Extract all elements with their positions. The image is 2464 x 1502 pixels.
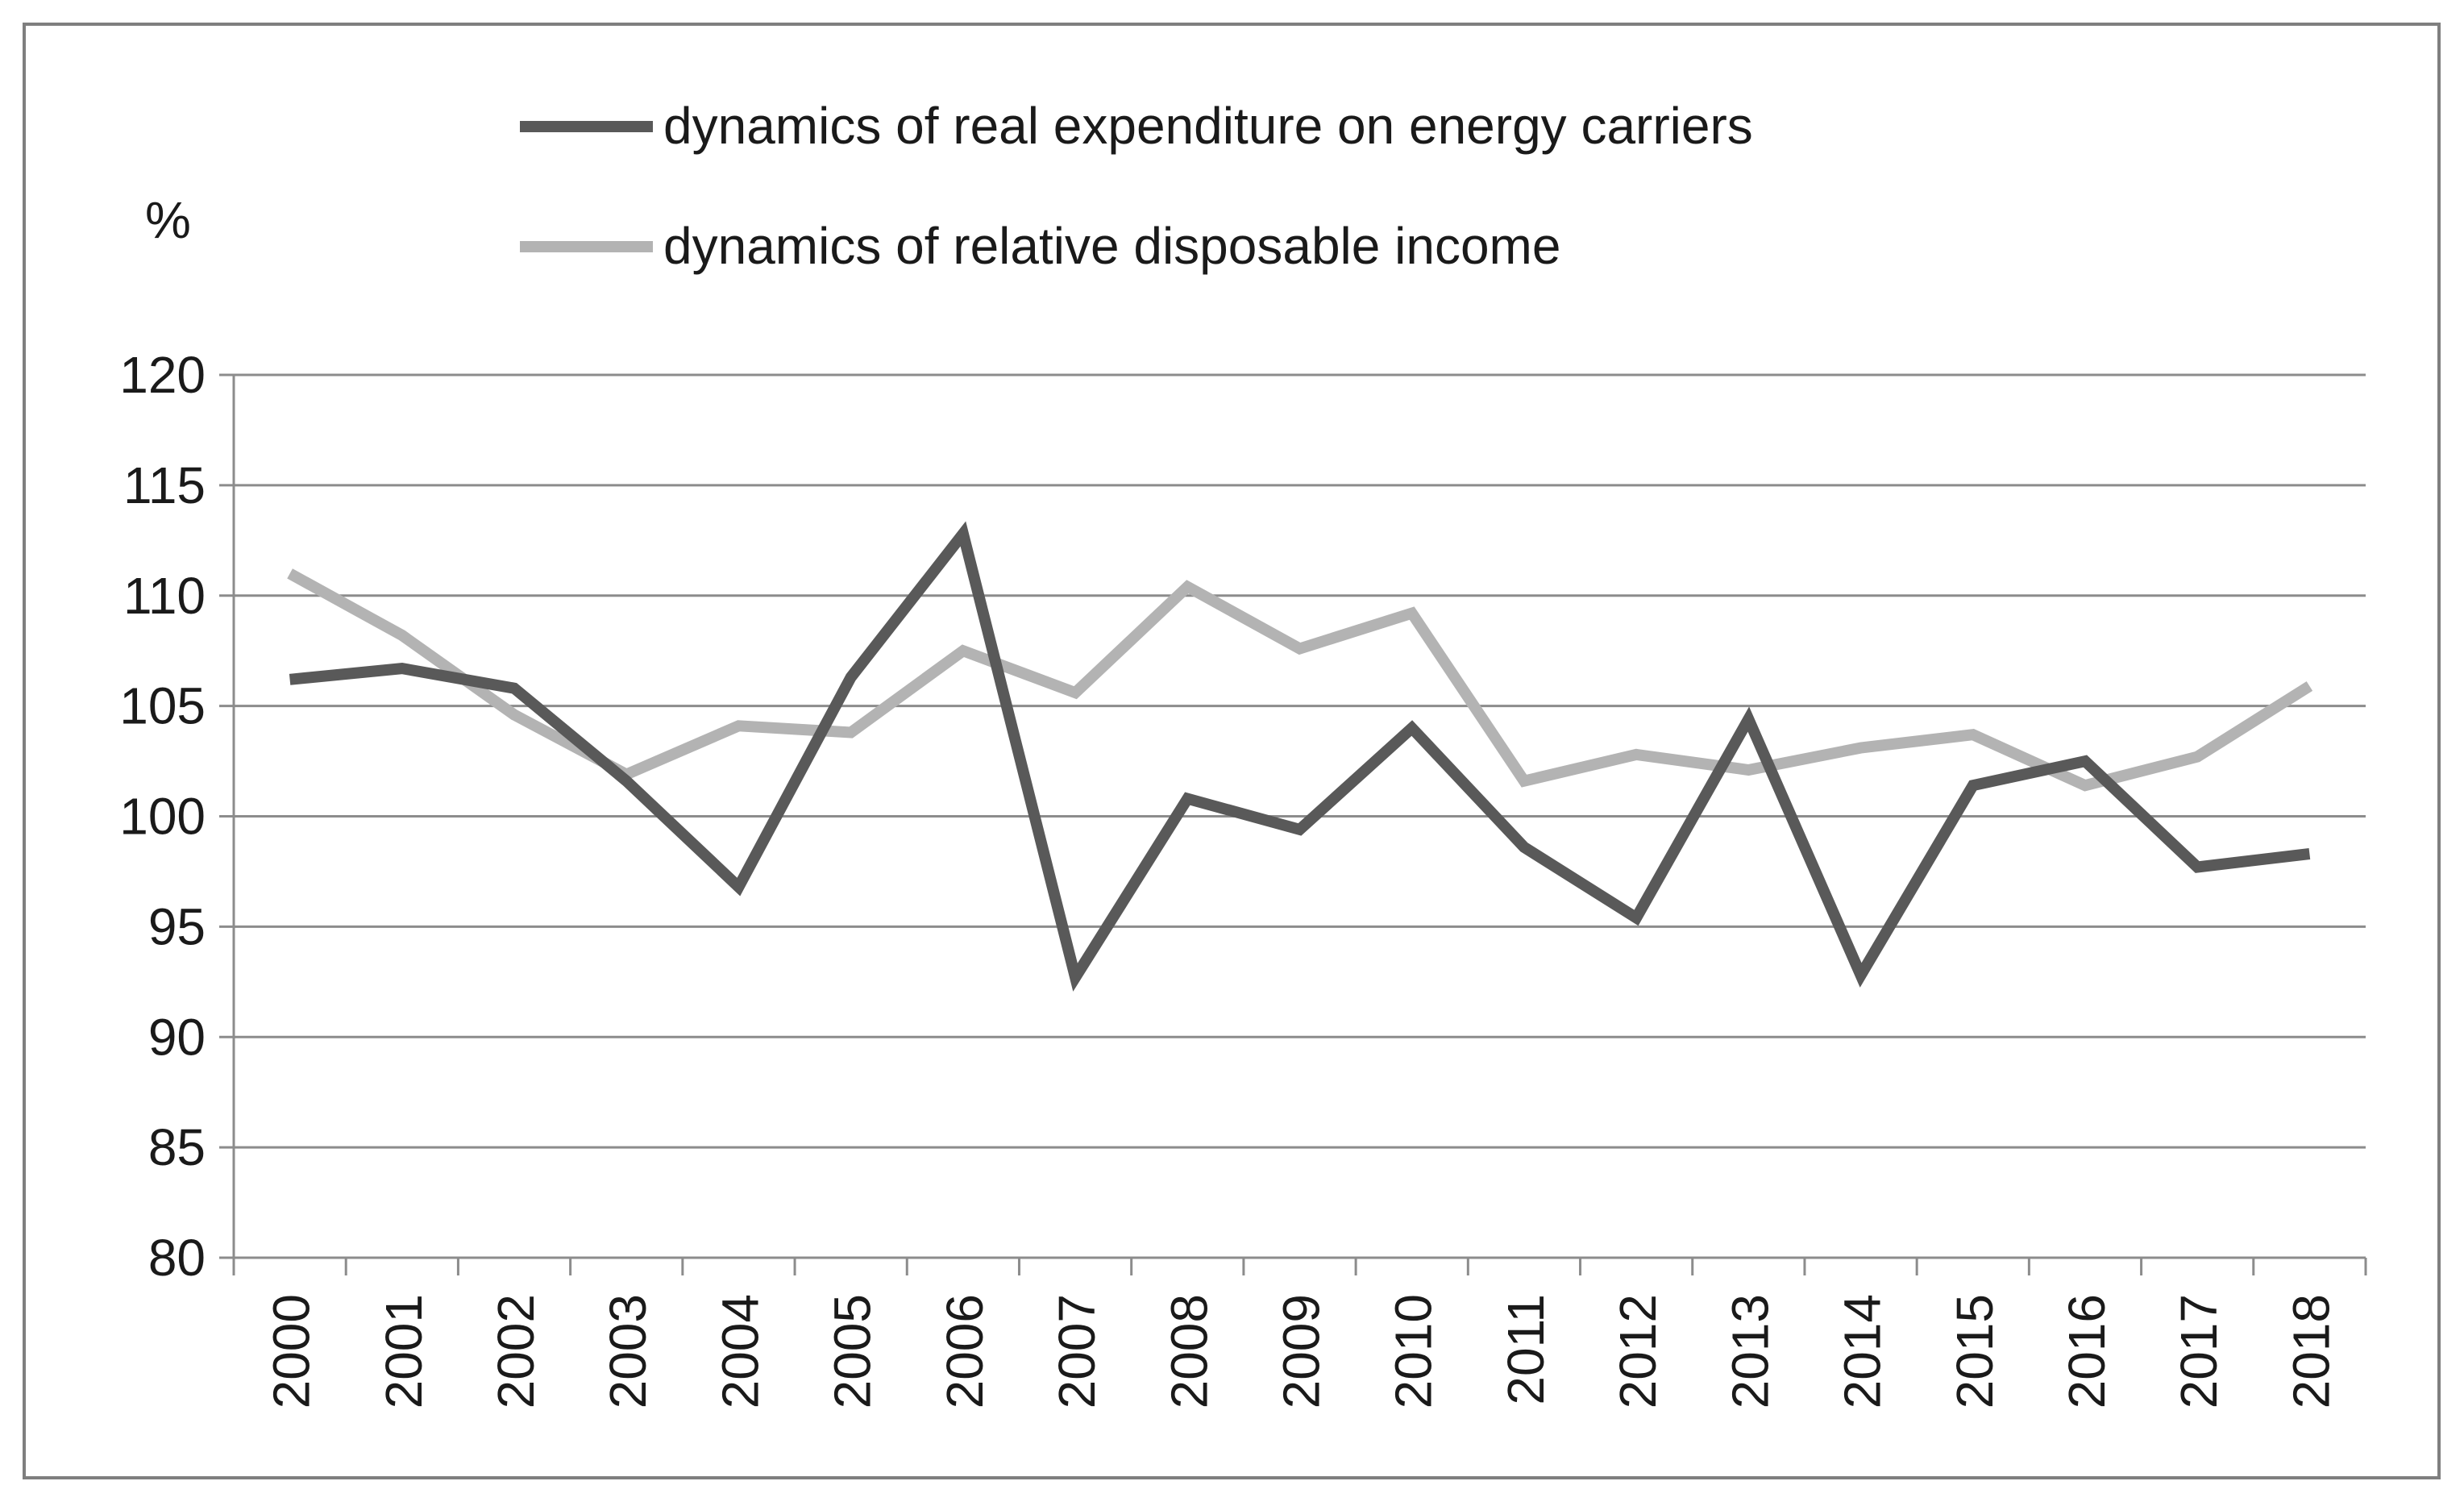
y-axis-tick-labels: 80 85 90 95 100 105 110 115 120 [119, 346, 206, 1287]
x-tick-label: 2012 [1609, 1294, 1667, 1408]
x-tick-label: 2001 [375, 1294, 433, 1408]
y-tick-label: 80 [148, 1229, 206, 1287]
x-tick-label: 2015 [1946, 1294, 2004, 1408]
y-axis-unit-label: % [145, 191, 191, 249]
y-tick-label: 85 [148, 1118, 206, 1176]
x-tick-label: 2007 [1048, 1294, 1106, 1408]
legend-label-disposable-income: dynamics of relative disposable income [663, 217, 1560, 275]
x-tick-label: 2009 [1273, 1294, 1331, 1408]
x-axis-tick-labels: 2000 2001 2002 2003 2004 2005 2006 2007 2008 2009… [263, 1294, 2341, 1408]
y-tick-label: 115 [123, 456, 206, 514]
y-tick-label: 100 [119, 788, 206, 846]
y-tick-label: 120 [119, 346, 206, 404]
x-tick-label: 2014 [1834, 1294, 1892, 1408]
chart-border [23, 23, 2441, 1479]
x-tick-label: 2002 [487, 1294, 545, 1408]
y-tick-label: 95 [148, 897, 206, 955]
gridlines [234, 373, 2366, 1149]
x-tick-label: 2018 [2282, 1294, 2340, 1408]
series-lines [287, 521, 2313, 992]
x-tick-label: 2000 [263, 1294, 321, 1408]
x-tick-label: 2013 [1721, 1294, 1779, 1408]
x-tick-label: 2005 [824, 1294, 882, 1408]
y-tick-label: 110 [123, 567, 206, 625]
x-tick-label: 2011 [1497, 1294, 1555, 1405]
x-tick-label: 2016 [2058, 1294, 2116, 1408]
series-line-energy-expenditure [289, 521, 2311, 992]
x-tick-label: 2017 [2170, 1294, 2228, 1408]
x-tick-label: 2003 [599, 1294, 657, 1408]
legend-label-energy-expenditure: dynamics of real expenditure on energy c… [663, 97, 1753, 155]
y-tick-label: 105 [119, 677, 206, 735]
y-tick-label: 90 [148, 1008, 206, 1066]
x-tick-label: 2010 [1385, 1294, 1443, 1408]
legend: dynamics of real expenditure on energy c… [520, 97, 1753, 275]
x-tick-label: 2008 [1160, 1294, 1218, 1408]
axes [219, 373, 2367, 1275]
x-tick-label: 2006 [936, 1294, 994, 1408]
x-tick-label: 2004 [711, 1294, 769, 1408]
